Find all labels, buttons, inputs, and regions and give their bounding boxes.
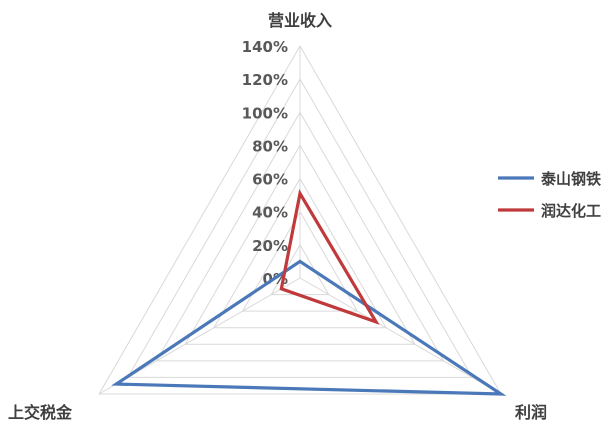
radar-grid [99, 46, 501, 394]
tick-label: 40% [252, 204, 288, 222]
tick-label: 120% [242, 71, 288, 89]
axis-label: 上交税金 [8, 403, 73, 422]
tick-label: 80% [252, 137, 288, 155]
legend-label: 润达化工 [541, 202, 601, 220]
tick-label: 140% [242, 38, 288, 56]
axis-spoke [300, 278, 501, 394]
tick-label: 20% [252, 237, 288, 255]
axis-label: 营业收入 [268, 11, 332, 30]
radar-tick-labels: 0%20%40%60%80%100%120%140% [242, 38, 288, 288]
legend-label: 泰山钢铁 [540, 170, 601, 188]
tick-label: 60% [252, 171, 288, 189]
tick-label: 100% [242, 104, 288, 122]
axis-label: 利润 [515, 403, 547, 422]
